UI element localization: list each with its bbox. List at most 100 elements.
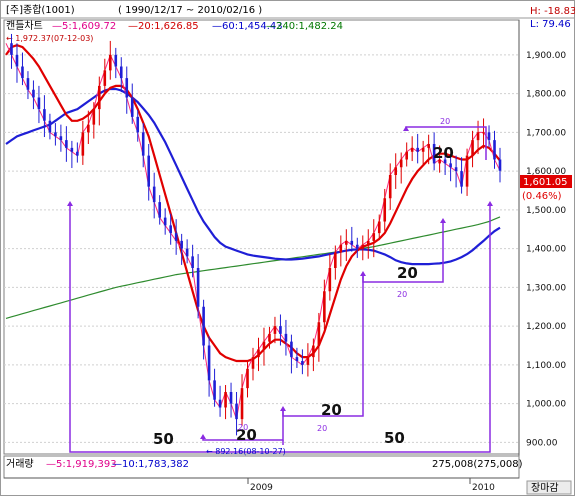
candle-body xyxy=(465,155,469,187)
candle-body xyxy=(169,225,172,234)
candle-body xyxy=(207,345,211,381)
small-label-20-right: 20 xyxy=(397,290,407,299)
candle-body xyxy=(295,357,299,361)
candle-body xyxy=(449,163,452,168)
candle-body xyxy=(388,175,392,199)
cycle-markers xyxy=(67,126,493,439)
candle-body xyxy=(372,233,376,241)
date-range: ( 1990/12/17 ~ 2010/02/16 ) xyxy=(118,5,262,16)
candle-body xyxy=(37,97,41,110)
candle-body xyxy=(443,159,447,164)
candle-body xyxy=(323,291,326,323)
candle-body xyxy=(257,349,260,358)
y-tick-label: 1,200.00 xyxy=(526,322,566,332)
candle-body xyxy=(191,256,194,268)
candle-body xyxy=(174,233,178,241)
candle-body xyxy=(119,66,123,79)
cycle-label-20-a: 20 xyxy=(236,426,257,444)
candle-body xyxy=(345,240,348,245)
cycle-label-50-left: 50 xyxy=(153,430,174,448)
candle-body xyxy=(59,136,63,141)
candle-body xyxy=(235,403,238,420)
marker-triangle xyxy=(440,218,446,223)
cycle-label-50-right: 50 xyxy=(384,429,405,447)
candle-body xyxy=(98,85,101,110)
grid-lines xyxy=(4,54,519,443)
marker-triangle xyxy=(67,201,73,206)
candle-body xyxy=(416,147,419,152)
y-tick-label: 1,000.00 xyxy=(526,400,566,410)
candle-body xyxy=(284,333,288,342)
candle-body xyxy=(273,326,277,334)
small-label-20-top: 20 xyxy=(440,117,450,126)
candle-body xyxy=(361,244,365,249)
small-label-20-bottom: 20 xyxy=(238,423,248,432)
candle-body xyxy=(405,151,408,160)
last-price-tag xyxy=(520,175,572,188)
y-tick-label: 1,100.00 xyxy=(526,361,566,371)
y-axis-ticks: 900.00 1,000.00 1,100.00 1,200.00 1,300.00 1,… xyxy=(526,51,566,449)
candle-body xyxy=(334,252,337,268)
marker-triangle xyxy=(360,271,366,276)
cycle-line-50-50 xyxy=(69,205,491,453)
candle-body xyxy=(26,78,30,90)
chart-title: [주]종합(1001) xyxy=(6,4,75,16)
candle-body xyxy=(251,357,255,369)
candle-body xyxy=(377,221,381,234)
candle-body xyxy=(262,341,266,350)
candle-body xyxy=(493,140,496,160)
cycle-label-20-b: 20 xyxy=(321,401,342,419)
candle-body xyxy=(54,132,57,137)
candle-body xyxy=(421,147,425,152)
candle-body xyxy=(147,155,151,187)
candle-body xyxy=(218,399,222,408)
footer-tab[interactable] xyxy=(526,480,572,495)
candle-body xyxy=(279,326,282,334)
x-label-2010: 2010 xyxy=(472,483,495,493)
low-readout: L: 79.46 xyxy=(530,19,571,30)
candle-body xyxy=(180,240,183,249)
volume-ma10: —10:1,783,382 xyxy=(112,459,189,470)
candle-body xyxy=(43,109,46,121)
cycle-label-20-d: 20 xyxy=(433,144,454,162)
volume-ma5: —5:1,919,393 xyxy=(46,459,117,470)
candle-body xyxy=(246,368,249,389)
candle-body xyxy=(438,159,441,164)
candle-body xyxy=(48,120,52,133)
x-label-2009: 2009 xyxy=(250,483,273,493)
candle-body xyxy=(290,341,293,358)
legend-candle: 캔들차트 xyxy=(6,20,43,32)
candle-body xyxy=(383,198,387,222)
candle-body xyxy=(213,380,216,400)
candle-body xyxy=(114,54,118,67)
candle-body xyxy=(487,132,491,141)
price-panel xyxy=(3,19,520,455)
y-tick-label: 1,400.00 xyxy=(526,245,566,255)
volume-label: 거래량 xyxy=(6,458,34,470)
candle-body xyxy=(70,147,74,152)
y-tick-label: 1,900.00 xyxy=(526,51,566,61)
candle-body xyxy=(202,306,205,346)
candle-body xyxy=(355,244,359,249)
candle-body xyxy=(103,70,107,86)
candle-body xyxy=(185,248,189,257)
candle-body xyxy=(158,202,161,218)
candle-body xyxy=(87,124,90,133)
candle-body xyxy=(312,345,315,358)
ma240-line xyxy=(5,216,501,319)
candle-body xyxy=(350,240,354,245)
cycle-label-20-c: 20 xyxy=(397,264,418,282)
cycle-line-20-right xyxy=(362,222,444,283)
candle-body xyxy=(432,144,436,164)
min-annotation: ← 892.16(08-10-27) xyxy=(206,447,286,456)
legend-ma240: —240:1,482.24 xyxy=(266,21,343,32)
candle-body xyxy=(136,116,140,133)
cycle-line-20-mid xyxy=(282,275,364,417)
candle-body xyxy=(339,244,343,253)
marker-triangle xyxy=(403,126,409,131)
candle-body xyxy=(328,268,332,292)
candle-body xyxy=(76,151,79,156)
candle-body xyxy=(141,132,145,156)
